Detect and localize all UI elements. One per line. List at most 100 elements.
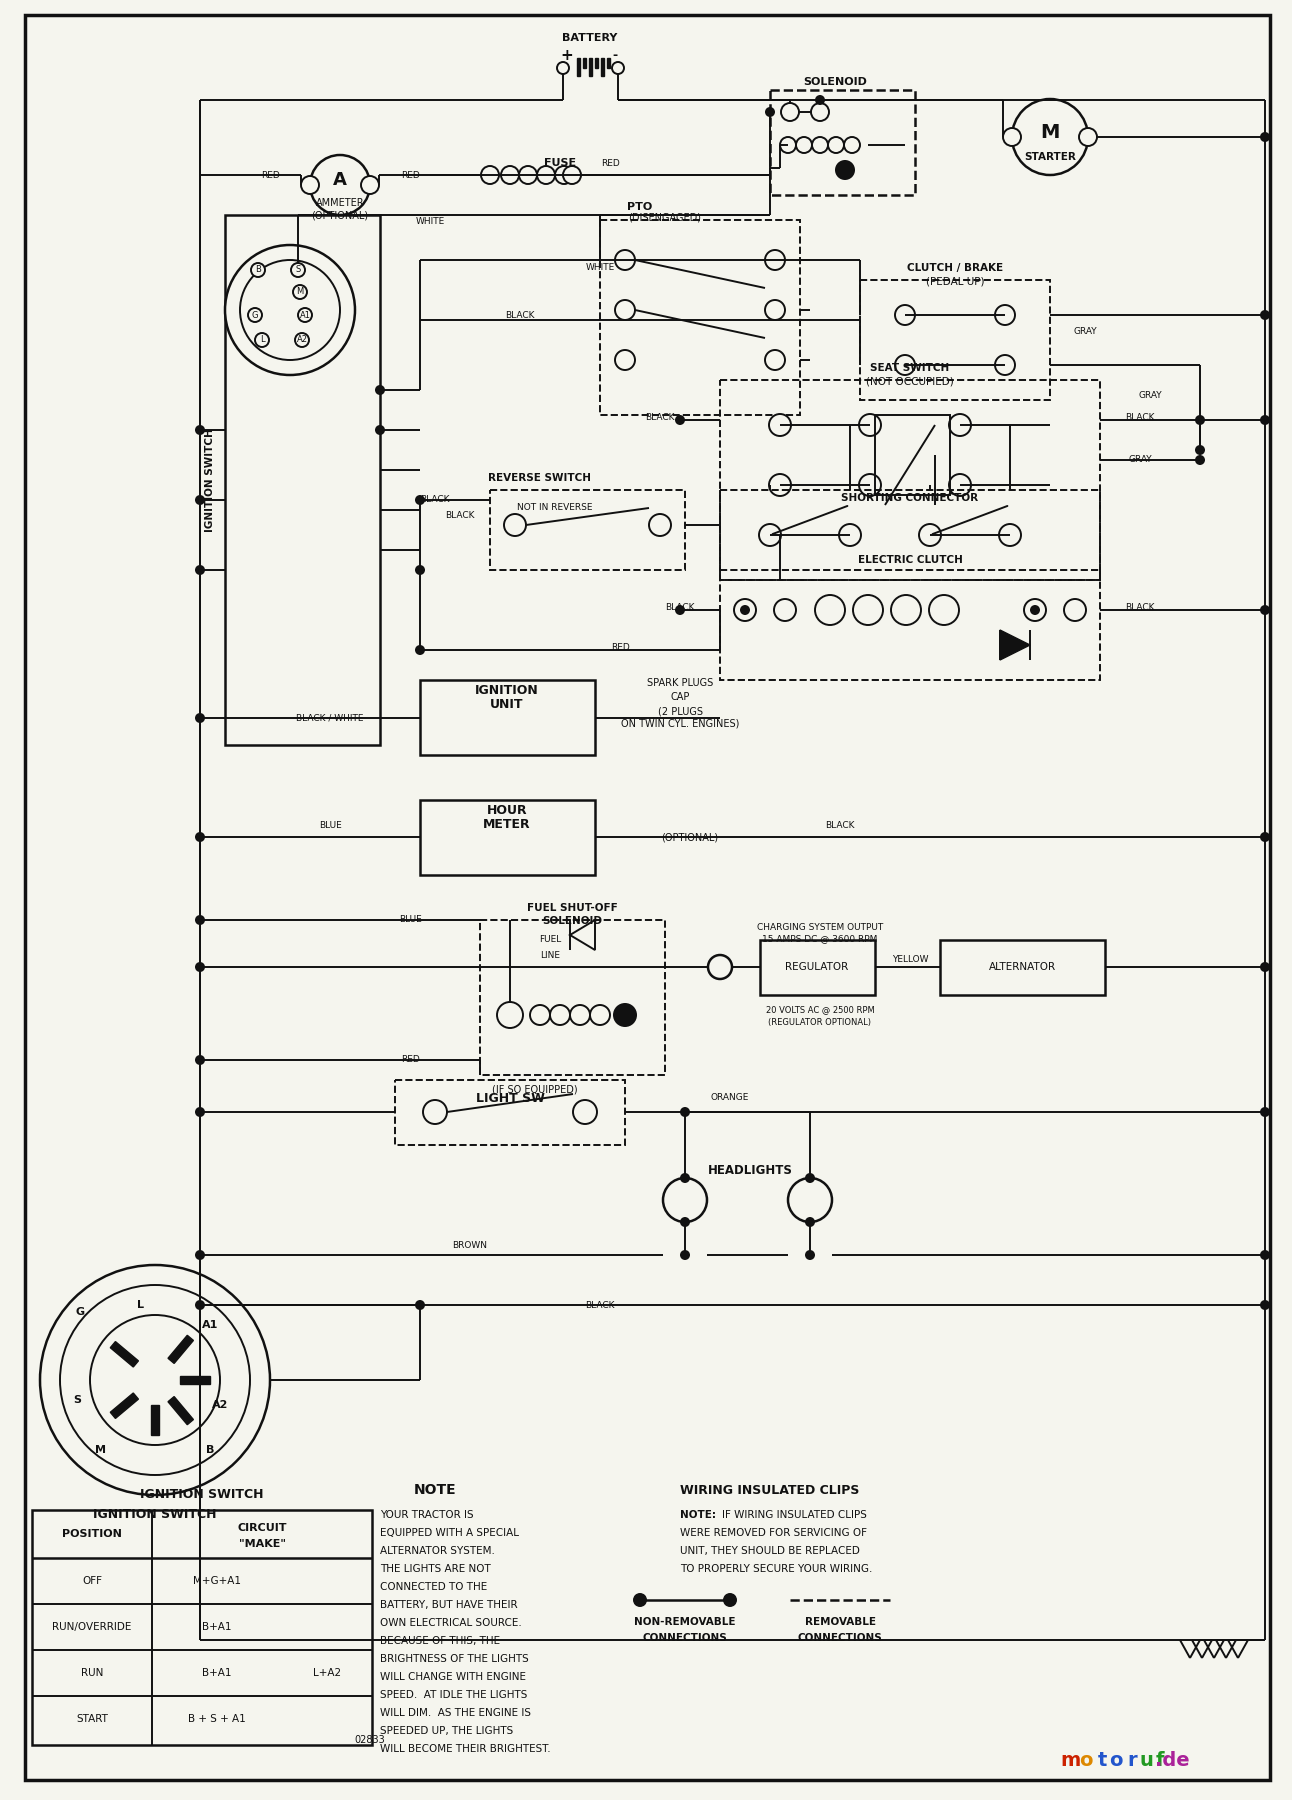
Text: (OPTIONAL): (OPTIONAL) [311, 211, 368, 220]
Text: GRAY: GRAY [1138, 391, 1162, 400]
Text: A: A [333, 171, 348, 189]
Circle shape [1260, 605, 1270, 616]
Text: B + S + A1: B + S + A1 [189, 1714, 245, 1724]
Circle shape [195, 1300, 205, 1310]
Text: L: L [137, 1300, 143, 1310]
Text: WILL DIM.  AS THE ENGINE IS: WILL DIM. AS THE ENGINE IS [380, 1708, 531, 1717]
Text: IGNITION SWITCH: IGNITION SWITCH [141, 1489, 264, 1501]
Polygon shape [151, 1406, 159, 1435]
Circle shape [859, 473, 881, 497]
Circle shape [765, 301, 786, 320]
Text: UNIT, THEY SHOULD BE REPLACED: UNIT, THEY SHOULD BE REPLACED [680, 1546, 860, 1555]
Circle shape [572, 1100, 597, 1123]
Text: START: START [76, 1714, 109, 1724]
Text: IGNITION: IGNITION [475, 684, 539, 697]
Circle shape [195, 1300, 205, 1310]
Circle shape [415, 644, 425, 655]
Text: -: - [612, 49, 618, 61]
Circle shape [1079, 128, 1097, 146]
Circle shape [251, 263, 265, 277]
Text: GRAY: GRAY [1128, 455, 1151, 464]
Text: (NOT OCCUPIED): (NOT OCCUPIED) [866, 376, 953, 385]
Text: NOT IN REVERSE: NOT IN REVERSE [517, 504, 593, 513]
Text: WHITE: WHITE [585, 263, 615, 272]
Text: NOTE:: NOTE: [680, 1510, 716, 1519]
Circle shape [590, 1004, 610, 1024]
Text: IGNITION SWITCH: IGNITION SWITCH [205, 428, 214, 531]
Text: WERE REMOVED FOR SERVICING OF: WERE REMOVED FOR SERVICING OF [680, 1528, 867, 1537]
Circle shape [950, 414, 972, 436]
Text: BLACK / WHITE: BLACK / WHITE [296, 713, 364, 722]
Text: B+A1: B+A1 [203, 1622, 231, 1633]
Circle shape [615, 250, 634, 270]
Bar [481, 920, 665, 1075]
Polygon shape [180, 1375, 211, 1384]
Text: REVERSE SWITCH: REVERSE SWITCH [488, 473, 592, 482]
Text: BLACK: BLACK [420, 495, 450, 504]
Text: ON TWIN CYL. ENGINES): ON TWIN CYL. ENGINES) [621, 718, 739, 729]
Circle shape [1260, 961, 1270, 972]
Text: BLACK: BLACK [826, 821, 855, 830]
Circle shape [765, 250, 786, 270]
Circle shape [780, 103, 798, 121]
Text: o: o [1079, 1750, 1093, 1769]
Text: ELECTRIC CLUTCH: ELECTRIC CLUTCH [858, 554, 963, 565]
Text: (IF SO EQUIPPED): (IF SO EQUIPPED) [492, 1085, 578, 1094]
Text: CONNECTED TO THE: CONNECTED TO THE [380, 1582, 487, 1591]
Bar [860, 281, 1050, 400]
Text: NON-REMOVABLE: NON-REMOVABLE [634, 1616, 735, 1627]
Text: A2: A2 [296, 335, 307, 344]
Text: RUN/OVERRIDE: RUN/OVERRIDE [52, 1622, 132, 1633]
Polygon shape [168, 1397, 194, 1426]
Text: BATTERY, BUT HAVE THEIR: BATTERY, BUT HAVE THEIR [380, 1600, 518, 1609]
Text: .de: .de [1155, 1750, 1190, 1769]
Circle shape [295, 333, 309, 347]
Text: (DISENGAGED): (DISENGAGED) [628, 212, 702, 223]
Text: u: u [1140, 1750, 1152, 1769]
Circle shape [680, 1249, 690, 1260]
Bar [490, 490, 685, 571]
Text: BLACK: BLACK [645, 414, 674, 423]
Circle shape [765, 106, 775, 117]
Text: M: M [1040, 122, 1059, 142]
Text: CONNECTIONS: CONNECTIONS [642, 1633, 727, 1643]
Circle shape [563, 166, 581, 184]
Bar [720, 380, 1099, 580]
Text: WHITE: WHITE [415, 218, 444, 227]
Polygon shape [110, 1341, 138, 1366]
Circle shape [195, 914, 205, 925]
Circle shape [1195, 455, 1205, 464]
Circle shape [1195, 416, 1205, 425]
Text: TO PROPERLY SECURE YOUR WIRING.: TO PROPERLY SECURE YOUR WIRING. [680, 1564, 872, 1573]
Circle shape [844, 137, 860, 153]
Circle shape [1260, 1300, 1270, 1310]
Circle shape [950, 473, 972, 497]
Circle shape [995, 355, 1016, 374]
Text: BLACK: BLACK [665, 603, 695, 612]
Polygon shape [1000, 630, 1030, 661]
Text: B: B [205, 1445, 214, 1454]
Text: ALTERNATOR SYSTEM.: ALTERNATOR SYSTEM. [380, 1546, 495, 1555]
Circle shape [1195, 445, 1205, 455]
Circle shape [556, 166, 572, 184]
Text: HEADLIGHTS: HEADLIGHTS [708, 1163, 792, 1177]
Circle shape [240, 259, 340, 360]
Text: LIGHT SW: LIGHT SW [475, 1091, 544, 1105]
Text: RED: RED [401, 171, 420, 180]
Circle shape [1025, 599, 1047, 621]
Text: WIRING INSULATED CLIPS: WIRING INSULATED CLIPS [680, 1483, 859, 1496]
Circle shape [680, 1217, 690, 1228]
Text: RED: RED [261, 171, 279, 180]
Circle shape [1003, 128, 1021, 146]
Circle shape [780, 137, 796, 153]
Text: M: M [296, 288, 304, 297]
Text: r: r [1127, 1750, 1137, 1769]
Circle shape [1065, 599, 1087, 621]
Text: (2 PLUGS: (2 PLUGS [658, 706, 703, 716]
Circle shape [835, 160, 855, 180]
Circle shape [415, 495, 425, 506]
Circle shape [415, 565, 425, 574]
Circle shape [724, 1593, 736, 1607]
Bar [420, 799, 596, 875]
Circle shape [1030, 605, 1040, 616]
